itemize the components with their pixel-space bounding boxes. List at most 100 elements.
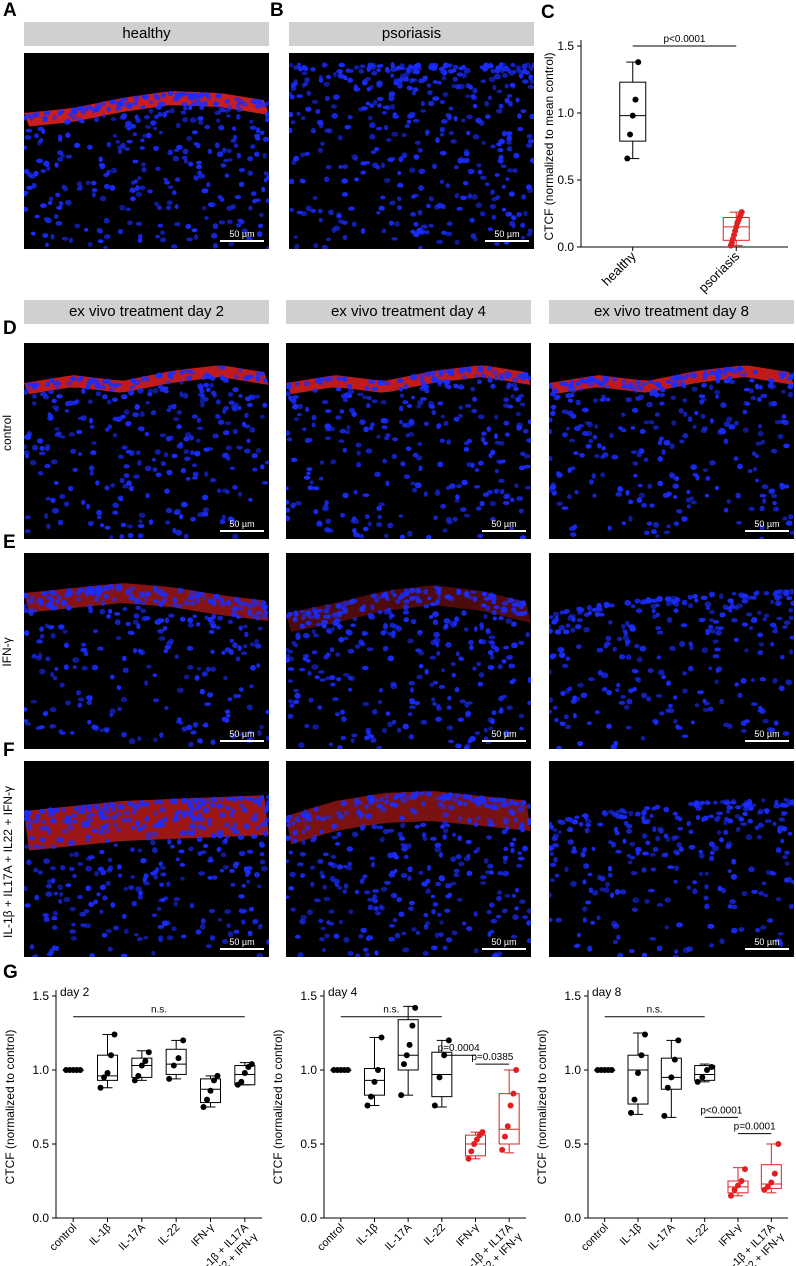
nucleus bbox=[114, 106, 122, 111]
nucleus bbox=[682, 433, 689, 439]
nucleus bbox=[560, 690, 566, 696]
nucleus bbox=[348, 687, 353, 692]
nucleus bbox=[715, 668, 720, 673]
x-tick-label: IFN-γ bbox=[717, 1221, 745, 1249]
nucleus bbox=[227, 697, 233, 702]
nucleus bbox=[554, 873, 560, 878]
nucleus bbox=[686, 489, 691, 495]
nucleus bbox=[672, 483, 679, 489]
nucleus bbox=[159, 237, 167, 243]
nucleus bbox=[755, 478, 759, 483]
nucleus bbox=[487, 95, 493, 101]
nucleus bbox=[429, 836, 437, 841]
nucleus bbox=[392, 802, 399, 808]
nucleus bbox=[529, 79, 534, 84]
y-tick-label: 1.0 bbox=[557, 106, 574, 120]
nucleus bbox=[192, 92, 198, 97]
nucleus bbox=[382, 727, 387, 734]
nucleus bbox=[146, 664, 152, 669]
nucleus bbox=[719, 612, 726, 618]
nucleus bbox=[130, 875, 135, 879]
nucleus bbox=[95, 480, 100, 486]
nucleus bbox=[382, 828, 389, 835]
nucleus bbox=[325, 815, 332, 819]
nucleus bbox=[767, 382, 773, 389]
nucleus bbox=[346, 846, 354, 852]
nucleus bbox=[678, 376, 686, 382]
nucleus bbox=[498, 478, 505, 483]
nucleus bbox=[174, 222, 181, 227]
nucleus bbox=[473, 626, 478, 632]
nucleus bbox=[676, 922, 683, 928]
nucleus bbox=[577, 741, 584, 747]
nucleus bbox=[194, 675, 200, 681]
nucleus bbox=[589, 479, 594, 485]
nucleus bbox=[152, 126, 158, 131]
nucleus bbox=[617, 952, 624, 957]
nucleus bbox=[457, 800, 463, 806]
nucleus bbox=[244, 412, 249, 419]
nucleus bbox=[135, 191, 143, 198]
nucleus bbox=[526, 134, 533, 139]
nucleus bbox=[418, 870, 424, 875]
nucleus bbox=[191, 228, 198, 233]
nucleus bbox=[428, 400, 435, 407]
nucleus bbox=[384, 794, 389, 800]
nucleus bbox=[747, 818, 753, 824]
nucleus bbox=[332, 94, 340, 100]
nucleus bbox=[374, 471, 381, 477]
nucleus bbox=[148, 519, 154, 525]
nucleus bbox=[238, 367, 243, 373]
nucleus bbox=[432, 96, 440, 101]
nucleus bbox=[780, 654, 785, 660]
nucleus bbox=[289, 63, 294, 68]
nucleus bbox=[24, 450, 30, 456]
nucleus bbox=[438, 369, 445, 375]
nucleus bbox=[123, 409, 130, 415]
nucleus bbox=[388, 936, 396, 942]
data-point bbox=[241, 1069, 248, 1076]
nucleus bbox=[200, 402, 205, 408]
nucleus bbox=[784, 861, 790, 866]
nucleus bbox=[185, 376, 190, 381]
nucleus bbox=[442, 945, 448, 951]
nucleus bbox=[715, 394, 720, 399]
nucleus bbox=[253, 812, 258, 817]
nucleus bbox=[586, 430, 593, 437]
nucleus bbox=[316, 119, 324, 126]
nucleus bbox=[50, 497, 56, 504]
nucleus bbox=[616, 636, 623, 642]
nucleus bbox=[398, 77, 403, 82]
nucleus bbox=[459, 699, 467, 704]
nucleus bbox=[128, 485, 135, 492]
nucleus bbox=[72, 110, 78, 115]
nucleus bbox=[607, 525, 612, 531]
nucleus bbox=[557, 647, 565, 653]
nucleus bbox=[376, 81, 383, 88]
nucleus bbox=[174, 148, 180, 153]
nucleus bbox=[313, 633, 320, 638]
nucleus bbox=[759, 677, 767, 682]
nucleus bbox=[578, 607, 585, 613]
nucleus bbox=[107, 608, 113, 614]
nucleus bbox=[135, 605, 142, 610]
nucleus bbox=[527, 228, 534, 234]
data-point bbox=[436, 1074, 443, 1081]
nucleus bbox=[346, 383, 353, 389]
nucleus bbox=[31, 182, 37, 189]
nucleus bbox=[90, 450, 97, 456]
nucleus bbox=[630, 426, 635, 430]
nucleus bbox=[470, 386, 476, 392]
nucleus bbox=[197, 392, 205, 397]
data-point bbox=[628, 1109, 634, 1116]
nucleus bbox=[501, 459, 506, 464]
nucleus bbox=[556, 501, 563, 506]
nucleus bbox=[56, 205, 63, 210]
nucleus bbox=[512, 168, 518, 173]
chart-title: day 4 bbox=[328, 985, 358, 999]
nucleus bbox=[638, 492, 646, 498]
nucleus bbox=[286, 515, 291, 522]
nucleus bbox=[641, 815, 646, 822]
nucleus bbox=[626, 654, 632, 660]
nucleus bbox=[443, 618, 451, 624]
